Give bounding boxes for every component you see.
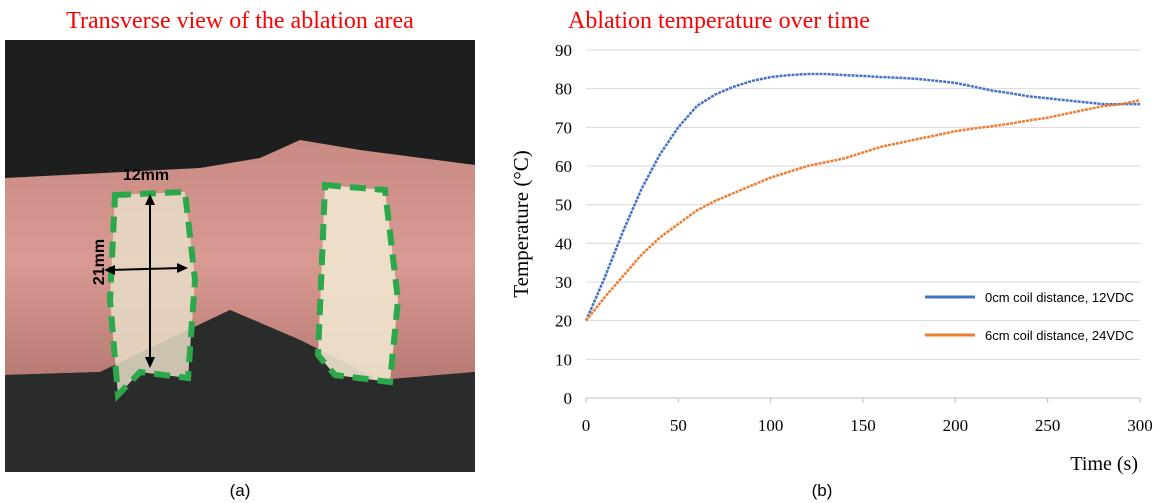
arrow-head [104,265,115,275]
y-tick-label: 50 [555,196,572,215]
width-label: 12mm [123,167,169,184]
chart-title: Ablation temperature over time [568,8,870,34]
series-line [584,72,1140,322]
ablated-area [318,185,398,382]
x-tick-label: 150 [850,416,876,435]
photo-title: Transverse view of the ablation area [66,8,414,34]
caption: (b) [812,481,833,500]
y-tick-label: 0 [564,389,573,408]
y-tick-label: 70 [555,118,572,137]
ablated-area [110,192,195,395]
y-tick-label: 80 [555,80,572,99]
y-tick-label: 60 [555,157,572,176]
x-tick-label: 50 [670,416,687,435]
width-arrow [109,267,183,271]
y-axis-label: Temperature (°C) [509,150,533,297]
photo: 12mm 21mm [5,40,475,472]
caption: (a) [230,481,251,500]
x-tick-label: 200 [943,416,969,435]
height-label: 21mm [91,239,108,285]
y-tick-label: 40 [555,234,572,253]
area-outline [314,181,402,386]
y-tick-label: 30 [555,273,572,292]
y-tick-label: 10 [555,350,572,369]
legend-label: 6cm coil distance, 24VDC [985,328,1134,343]
y-tick-label: 90 [555,41,572,60]
x-tick-label: 300 [1127,416,1153,435]
legend-label: 0cm coil distance, 12VDC [985,290,1134,305]
x-axis-label: Time (s) [1070,453,1138,475]
arrow-head [145,194,155,205]
x-tick-label: 0 [582,416,591,435]
tray [5,310,475,472]
series-line [585,99,1141,322]
x-tick-label: 250 [1035,416,1061,435]
arrow-head [145,357,155,368]
area-outline [106,188,199,402]
y-tick-label: 20 [555,312,572,331]
arrow-head [177,263,188,273]
x-tick-label: 100 [758,416,784,435]
